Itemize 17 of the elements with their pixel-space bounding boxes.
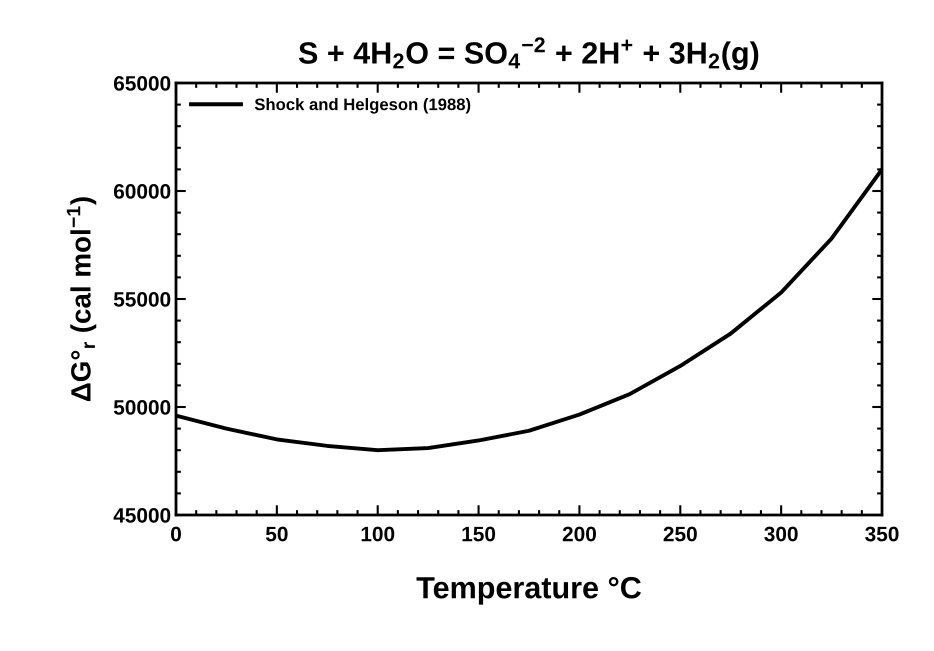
x-tick-label: 200 <box>562 526 596 542</box>
chart-title: S + 4H$_{2}$O = SO$_{4}$$^{−2}$ + 2H$^{+}$ + 3H$_{2}$(g) <box>298 37 758 70</box>
y-tick-label: 45000 <box>114 508 170 523</box>
x-tick-label: 50 <box>266 526 288 542</box>
y-tick-label: 60000 <box>114 184 170 199</box>
x-tick-label: 150 <box>462 526 496 542</box>
legend-label: Shock and Helgeson (1988) <box>254 98 470 114</box>
y-axis-title: ΔG°$_{r}$ (cal mol$^{−1}$) <box>66 197 96 402</box>
y-tick-label: 65000 <box>114 76 170 91</box>
x-tick-label: 250 <box>664 526 697 542</box>
y-tick-label: 50000 <box>114 400 170 415</box>
x-tick-label: 350 <box>865 526 899 542</box>
x-tick-label: 100 <box>362 526 394 542</box>
x-tick-label: 300 <box>764 526 798 542</box>
x-axis-title: Temperature °C <box>416 576 641 605</box>
x-tick-label: 0 <box>171 526 181 542</box>
y-tick-label: 55000 <box>114 292 170 307</box>
